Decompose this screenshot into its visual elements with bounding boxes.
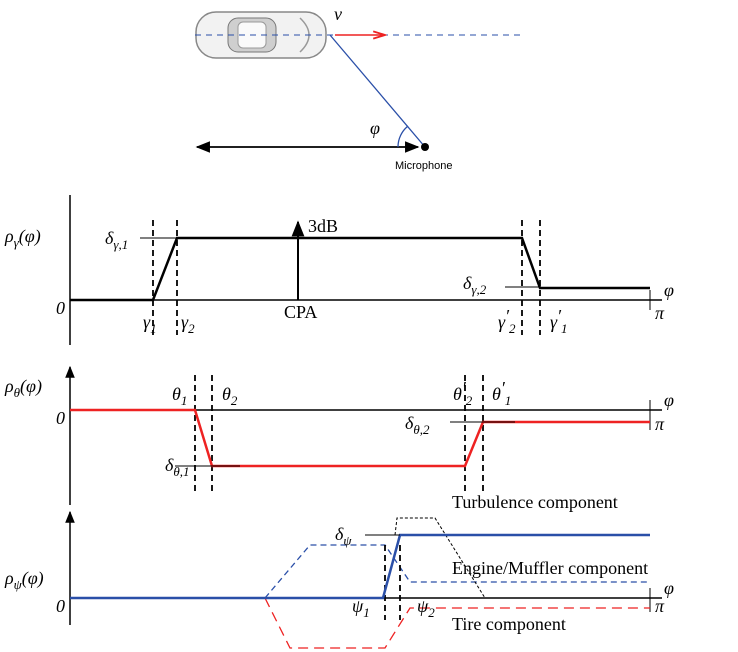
label-base: ψ	[417, 596, 429, 616]
annotation: θ2	[222, 384, 238, 408]
annotation: θ′1	[492, 378, 511, 408]
y-axis-label: ρθ(φ)	[4, 376, 42, 400]
label-rest: (φ)	[22, 568, 44, 589]
annotation: γ′2	[498, 306, 516, 336]
label-base: θ	[222, 384, 231, 404]
annotation: γ1	[143, 312, 157, 336]
annotation: θ1	[172, 384, 187, 408]
microphone-dot	[421, 143, 429, 151]
label-base: ρ	[4, 376, 14, 396]
x-axis-label: φ	[664, 280, 674, 300]
label-sub: θ,1	[173, 464, 189, 479]
label-sub: θ,2	[413, 422, 430, 437]
angle-label: φ	[370, 118, 380, 138]
label-sub: 2	[466, 393, 473, 408]
label-rest: (φ)	[20, 376, 42, 397]
panel-psi	[70, 512, 662, 648]
label-sub: 1	[363, 605, 370, 620]
label-base: θ	[453, 384, 462, 404]
annotation: γ2	[181, 312, 195, 336]
label-sub: 1	[181, 393, 188, 408]
label-base: ρ	[4, 568, 14, 588]
annotation: ψ2	[417, 596, 435, 620]
end-label: π	[655, 414, 665, 434]
end-label: π	[655, 596, 665, 616]
x-axis-label: φ	[664, 390, 674, 410]
panel-gamma	[70, 195, 662, 345]
y-axis-label: ρψ(φ)	[4, 568, 44, 592]
label-sub: 1	[561, 321, 568, 336]
annotation: ψ1	[352, 596, 370, 620]
annotation: Turbulence component	[452, 492, 618, 512]
annotation: δγ,2	[463, 273, 487, 297]
label-sub: γ,2	[471, 282, 486, 297]
label-sub: 2	[188, 321, 195, 336]
origin-label: 0	[56, 408, 65, 428]
label-sub: 1	[505, 393, 512, 408]
y-axis-label: ργ(φ)	[4, 226, 41, 250]
label-base: θ	[492, 384, 501, 404]
label-sub: 1	[150, 321, 157, 336]
annotation: δθ,2	[405, 413, 430, 437]
label-sub: ψ	[343, 533, 352, 548]
annotation: γ′1	[550, 306, 568, 336]
panel-theta	[70, 367, 662, 505]
microphone-label: Microphone	[395, 160, 452, 172]
annotation: δθ,1	[165, 455, 190, 479]
label-base: θ	[172, 384, 181, 404]
annotation: δψ	[335, 524, 352, 548]
annotation: 3dB	[308, 216, 338, 236]
label-sub: 2	[231, 393, 238, 408]
origin-label: 0	[56, 298, 65, 318]
velocity-label: v	[334, 4, 342, 24]
angle-arc	[398, 126, 408, 147]
annotation: δγ,1	[105, 228, 128, 252]
annotation: Tire component	[452, 614, 566, 634]
label-base: ψ	[352, 596, 364, 616]
end-label: π	[655, 303, 665, 323]
label-sub: 2	[428, 605, 435, 620]
origin-label: 0	[56, 596, 65, 616]
annotation: CPA	[284, 302, 317, 322]
label-sub: 2	[509, 321, 516, 336]
annotation: Engine/Muffler component	[452, 558, 648, 578]
label-rest: (φ)	[19, 226, 41, 247]
label-base: ρ	[4, 226, 14, 246]
annotation: θ′2	[453, 378, 473, 408]
figure: v φ Microphone	[0, 0, 738, 652]
x-axis-label: φ	[664, 578, 674, 598]
label-sub: γ,1	[113, 237, 128, 252]
